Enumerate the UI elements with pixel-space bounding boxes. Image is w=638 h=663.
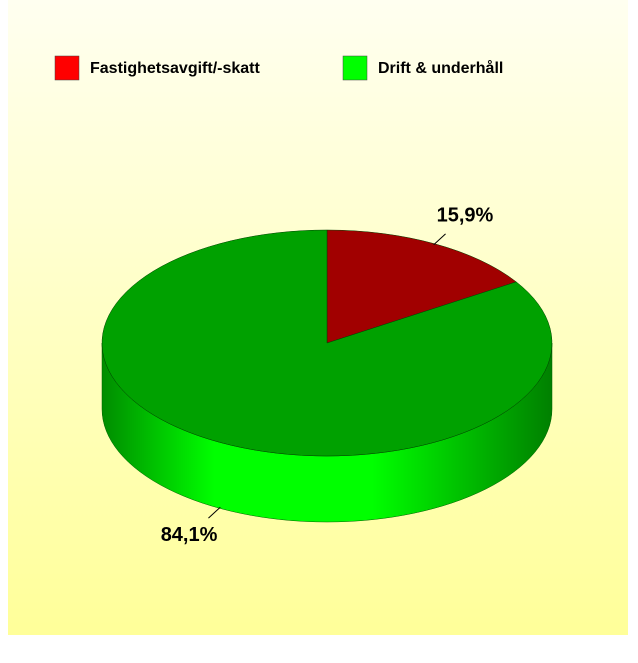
legend-swatch (342, 55, 368, 81)
legend-label: Fastighetsavgift/-skatt (90, 60, 260, 77)
legend-swatch (54, 55, 80, 81)
leader-line (433, 233, 446, 246)
data-label: 15,9% (437, 204, 494, 226)
leader-line (208, 506, 221, 519)
data-label: 84,1% (161, 524, 218, 546)
slice (327, 230, 517, 343)
legend-label: Drift & underhåll (378, 59, 503, 77)
slice-shade (101, 229, 553, 457)
